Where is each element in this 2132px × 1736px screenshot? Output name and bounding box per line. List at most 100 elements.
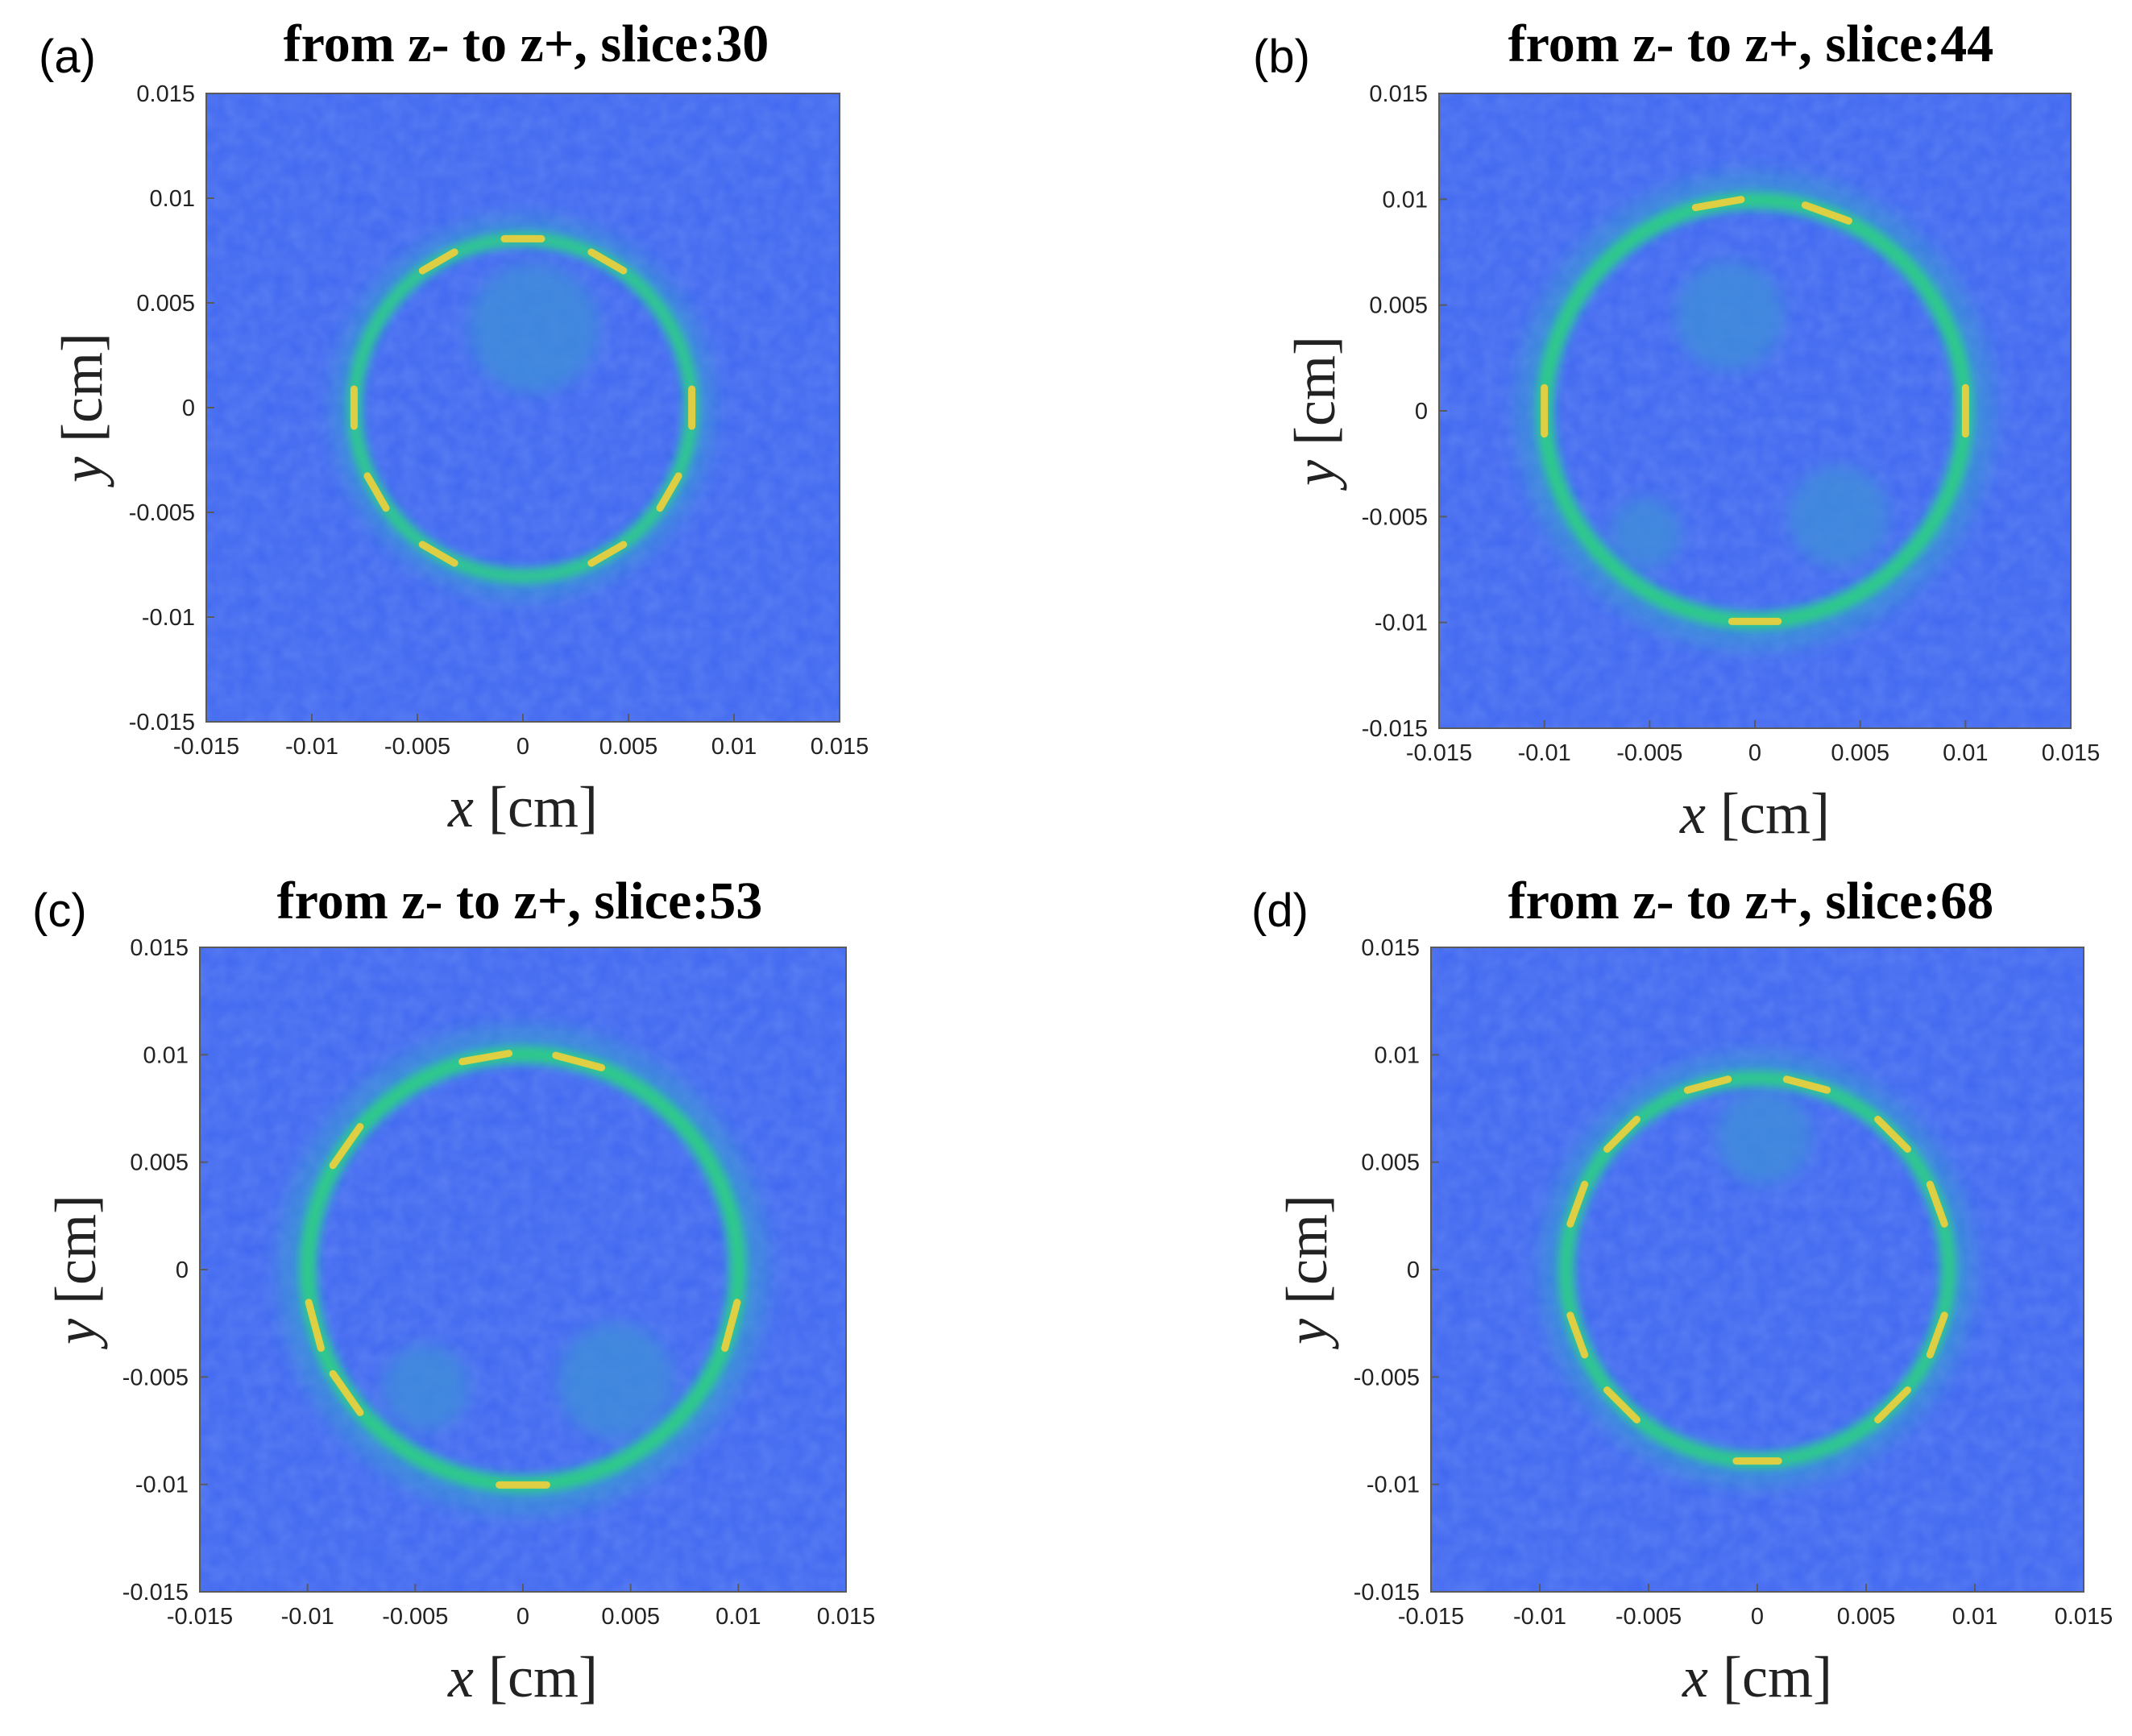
x-axis-var: x bbox=[1682, 1645, 1708, 1709]
x-tick-label: -0.015 bbox=[173, 734, 239, 760]
y-axis-label: y [cm] bbox=[1275, 1195, 1339, 1350]
x-tick-label: 0 bbox=[1751, 1604, 1764, 1630]
blob-2 bbox=[383, 1344, 470, 1431]
ring-halo bbox=[330, 215, 716, 600]
y-tick-label: -0.015 bbox=[122, 1580, 189, 1605]
x-tick-label: -0.005 bbox=[384, 734, 450, 760]
y-tick-label: -0.015 bbox=[1354, 1580, 1420, 1605]
x-axis-label: x [cm] bbox=[447, 775, 598, 839]
heatmap-noise bbox=[1431, 947, 2084, 1592]
ring-hotspot-2 bbox=[1683, 1075, 1732, 1094]
blob-3 bbox=[1609, 497, 1682, 570]
x-axis-var: x bbox=[447, 1645, 474, 1709]
x-tick-label: -0.01 bbox=[1518, 740, 1571, 766]
x-axis-unit: [cm] bbox=[1723, 1645, 1832, 1709]
ring-hotspot-5 bbox=[418, 248, 458, 275]
x-tick-label: -0.005 bbox=[1616, 740, 1682, 766]
x-tick-label: 0 bbox=[516, 734, 529, 760]
ring-halo bbox=[1539, 1051, 1976, 1488]
ring-hotspot-4 bbox=[587, 248, 628, 275]
x-axis-unit: [cm] bbox=[488, 1645, 598, 1709]
y-axis-unit: [cm] bbox=[1275, 1195, 1339, 1304]
y-axis-var: y bbox=[44, 1319, 108, 1350]
x-tick-label: -0.005 bbox=[382, 1604, 448, 1630]
panel-d: -0.015 -0.01 -0.005 0 0.005 0.01 0.015 -0.015 -0… bbox=[1251, 872, 2113, 1709]
x-tick-label: 0 bbox=[516, 1604, 529, 1630]
x-tick-label: 0.01 bbox=[716, 1604, 761, 1630]
blob-1 bbox=[1715, 1088, 1812, 1185]
x-tick-label: 0 bbox=[1748, 740, 1761, 766]
panel-b: -0.015 -0.01 -0.005 0 0.005 0.01 0.015 -0.015 -0… bbox=[1253, 15, 2100, 846]
ring-hotspot-7 bbox=[329, 1369, 364, 1416]
y-tick-label: 0.015 bbox=[130, 935, 189, 961]
y-tick-label: 0.01 bbox=[1383, 187, 1428, 213]
ring-hotspot-8 bbox=[363, 472, 390, 512]
panel-letter: (b) bbox=[1253, 31, 1310, 83]
ring-hotspot-6 bbox=[1926, 1180, 1948, 1228]
x-tick-label: -0.005 bbox=[1616, 1604, 1682, 1630]
y-tick-label: 0.01 bbox=[1375, 1042, 1420, 1068]
y-tick-label: 0.015 bbox=[1361, 935, 1420, 961]
y-axis-var: y bbox=[1283, 460, 1347, 491]
ring-hotspot-1 bbox=[1691, 196, 1745, 212]
x-tick-label: 0.015 bbox=[2042, 740, 2101, 766]
ring-hotspot-4 bbox=[1566, 1180, 1589, 1228]
y-axis-unit: [cm] bbox=[50, 333, 114, 442]
y-tick-label: -0.005 bbox=[122, 1365, 189, 1390]
x-axis-unit: [cm] bbox=[488, 775, 598, 839]
ring-hotspot-7 bbox=[1926, 1311, 1948, 1359]
ring-hotspot-3 bbox=[1782, 1075, 1831, 1094]
y-tick-label: 0.005 bbox=[1361, 1150, 1420, 1176]
x-tick-label: -0.015 bbox=[1406, 740, 1472, 766]
y-axis-unit: [cm] bbox=[1283, 336, 1347, 445]
x-tick-label: -0.015 bbox=[1398, 1604, 1464, 1630]
y-axis-label: y [cm] bbox=[50, 333, 114, 488]
ring-hotspot-2 bbox=[1801, 201, 1852, 225]
x-tick-label: 0.015 bbox=[817, 1604, 876, 1630]
chart-title: from z- to z+, slice:53 bbox=[277, 872, 763, 930]
y-tick-label: 0.01 bbox=[150, 186, 195, 212]
panel-letter: (d) bbox=[1251, 885, 1309, 937]
ring-hotspot-6 bbox=[418, 541, 458, 567]
x-tick-label: -0.015 bbox=[167, 1604, 233, 1630]
ring-hotspot-9 bbox=[656, 472, 682, 512]
y-tick-label: 0.005 bbox=[130, 1150, 189, 1176]
ring-hotspot-3 bbox=[552, 1051, 606, 1071]
x-axis-var: x bbox=[1679, 781, 1706, 846]
y-axis-label: y [cm] bbox=[1283, 336, 1347, 491]
ring-halo bbox=[277, 1024, 769, 1515]
chart-title: from z- to z+, slice:44 bbox=[1508, 15, 1994, 73]
panel-a: -0.015 -0.01 -0.005 0 0.005 0.01 0.015 -0.015 -0… bbox=[39, 15, 869, 839]
ring-hotspot-11 bbox=[1874, 1386, 1911, 1423]
y-tick-label: 0 bbox=[1415, 399, 1428, 425]
y-tick-label: -0.01 bbox=[1375, 611, 1428, 636]
y-tick-label: 0 bbox=[1407, 1257, 1420, 1283]
chart-title: from z- to z+, slice:68 bbox=[1508, 872, 1994, 930]
ring-hotspot-9 bbox=[1874, 1116, 1911, 1153]
y-tick-label: -0.01 bbox=[135, 1473, 189, 1498]
x-tick-label: 0.005 bbox=[1837, 1604, 1896, 1630]
ring-halo bbox=[1515, 171, 1995, 651]
x-axis-var: x bbox=[447, 775, 474, 839]
heatmap-noise bbox=[206, 93, 840, 722]
ring-hotspot-7 bbox=[587, 541, 628, 567]
y-axis-label: y [cm] bbox=[44, 1195, 108, 1350]
x-tick-label: 0.005 bbox=[1831, 740, 1889, 766]
y-tick-label: -0.015 bbox=[1362, 716, 1428, 742]
x-tick-label: 0.005 bbox=[601, 1604, 660, 1630]
y-tick-label: 0.015 bbox=[136, 81, 195, 107]
y-axis-var: y bbox=[50, 457, 114, 488]
x-axis-label: x [cm] bbox=[447, 1645, 598, 1709]
y-tick-label: 0 bbox=[182, 396, 195, 421]
x-axis-label: x [cm] bbox=[1682, 1645, 1832, 1709]
y-tick-label: -0.015 bbox=[129, 710, 195, 735]
y-axis-var: y bbox=[1275, 1319, 1339, 1350]
y-axis-unit: [cm] bbox=[44, 1195, 108, 1304]
ring-hotspot-5 bbox=[1566, 1311, 1589, 1359]
x-tick-label: 0.005 bbox=[599, 734, 658, 760]
chart-title: from z- to z+, slice:30 bbox=[284, 15, 769, 73]
x-tick-label: -0.01 bbox=[285, 734, 338, 760]
y-tick-label: -0.01 bbox=[1367, 1473, 1420, 1498]
blob-2 bbox=[1788, 466, 1890, 568]
